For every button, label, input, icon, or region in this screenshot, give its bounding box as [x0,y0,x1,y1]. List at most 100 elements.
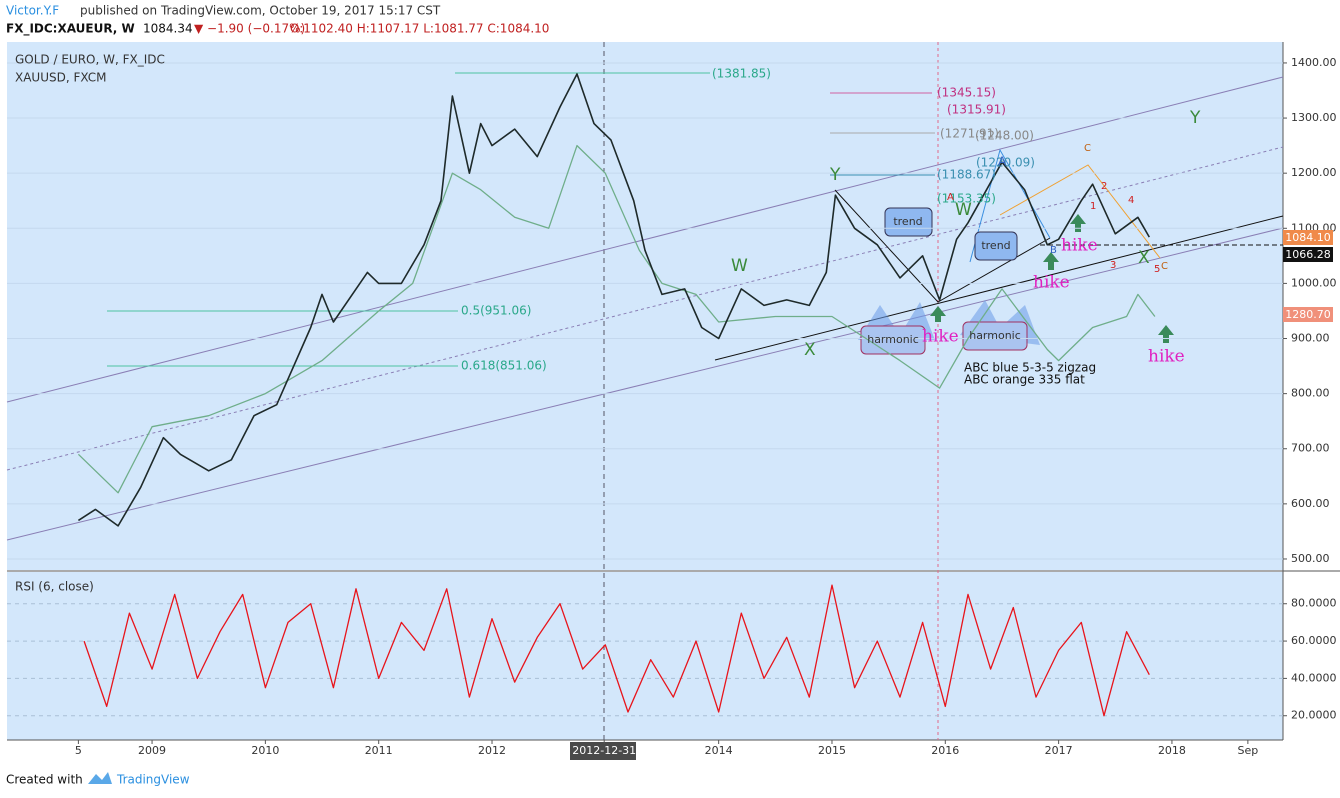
y-tick-label: 60.0000 [1291,634,1337,647]
wave-point: 4 [1128,195,1134,206]
price-tag-label: 1084.10 [1285,231,1331,244]
wave-label: X [1138,248,1150,268]
annotation: (1153.35) [937,192,996,206]
label-box [884,207,933,237]
box-label: harmonic [867,333,919,346]
y-tick-label: 80.0000 [1291,597,1337,610]
pane-title: GOLD / EURO, W, FX_IDC [15,53,165,67]
layout-shapes [6,42,1284,760]
footer-brand[interactable]: TradingView [116,773,190,787]
wave-label: X [804,340,816,360]
series-line [77,73,1150,527]
x-tick-label: 2014 [705,744,733,757]
wave-point: 2 [1101,181,1107,192]
published: published on TradingView.com, October 19… [80,4,441,18]
note: ABC orange 335 flat [964,373,1085,387]
wave-point: C [1084,143,1091,154]
x-tick-label: 2010 [251,744,279,757]
y-tick-label: 20.0000 [1291,709,1337,722]
x-tick-label: 2016 [931,744,959,757]
channel-lower [6,227,1284,541]
footer-created: Created with [6,773,83,787]
author[interactable]: Victor.Y.F [6,4,59,18]
wave-label: W [955,200,972,220]
y-tick-label: 600.00 [1291,497,1330,510]
hike-label: hike [1061,236,1098,256]
logo [88,772,112,784]
arrow-up [1043,252,1059,270]
x-tick-label: 2012-12-31 [572,744,636,757]
arrow-up [1070,214,1086,232]
plot: 500.00 600.00 700.00 800.00 900.00 1000.00 1 10… [7,56,1337,757]
abc-orange [999,164,1161,259]
wave-point: A [998,155,1007,169]
y-tick-label: 1300.00 [1291,111,1337,124]
series-line [83,584,1150,717]
pane-title: RSI (6, close) [15,580,94,594]
x-tick-label: 2018 [1158,744,1186,757]
note: ABC blue 5-3-5 zigzag [964,361,1096,375]
wave-point: B [1050,245,1057,256]
annotation: (1315.91) [947,103,1006,117]
pane-subtitle: XAUUSD, FXCM [15,71,106,85]
x-tick-label: 2009 [138,744,166,757]
box-label: trend [981,239,1010,252]
hike-label: hike [1148,347,1185,367]
y-tick-label: 40.0000 [1291,671,1337,684]
annotation: (1345.15) [937,86,996,100]
symbol: FX_IDC:XAUEUR, W [6,22,135,37]
price-tag [1283,230,1333,245]
annotation: (1381.85) [712,67,771,81]
y-tick-label: 1000.00 [1291,276,1337,289]
wave-point: 5 [1154,264,1160,275]
x-tick-label: 2015 [818,744,846,757]
abc-blue [969,148,1051,263]
hike-label: hike [1033,273,1070,293]
annotation: (1188.67) [937,168,996,182]
hike-label: hike [922,327,959,347]
y-tick-label: 500.00 [1291,552,1330,565]
y-tick-label: 900.00 [1291,332,1330,345]
wave-point: A [947,192,954,203]
crosshair-time-box [570,742,636,760]
label-box [974,231,1018,261]
y-tick-label: 1400.00 [1291,56,1337,69]
wave-label: Y [1189,108,1201,128]
annotation: (1220.09) [976,156,1035,170]
x-tick-label: 2012 [478,744,506,757]
price-tag-label: 1066.28 [1285,248,1331,261]
x-tick-label: Sep [1238,744,1259,757]
wave-point: 3 [1110,260,1116,271]
x-tick-label: 2017 [1045,744,1073,757]
price-tag-label: 1280.70 [1285,308,1331,321]
arrow-up [1158,325,1174,343]
rsi-pane [7,572,1283,740]
ohlc: O:1102.40 H:1107.17 L:1081.77 C:1084.10 [290,22,549,36]
change: ▼ −1.90 (−0.17%) [194,22,305,36]
annotation: 0.618(851.06) [461,359,547,373]
wave-point: 1 [1090,201,1096,212]
y-tick-label: 1200.00 [1291,166,1337,179]
annotation: (1248.00) [975,129,1034,143]
x-tick-label: 5 [75,744,82,757]
price-pane [7,42,1283,570]
x-tick-label: 2011 [365,744,393,757]
label-box [962,321,1028,351]
price-tag [1283,247,1333,262]
last-price: 1084.34 [143,22,193,36]
box-label: trend [893,215,922,228]
channel-upper [6,76,1284,403]
wave-label: W [731,256,748,276]
arrow-up [930,306,946,322]
wave-label: Y [829,165,841,185]
annotation: (1271.91) [940,127,999,141]
y-tick-label: 700.00 [1291,442,1330,455]
annotations: (1381.85) 0.5(951.06) 0.618(851.06) (134… [461,67,1201,387]
box-label: harmonic [969,329,1021,342]
y-tick-label: 800.00 [1291,387,1330,400]
annotation: 0.5(951.06) [461,304,531,318]
series-line [77,144,1156,494]
support-line [714,215,1284,361]
